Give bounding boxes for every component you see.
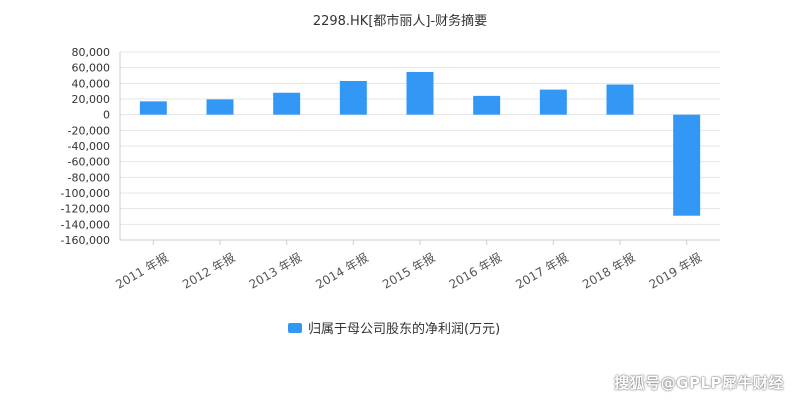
x-tick-label: 2015 年报 <box>379 250 437 292</box>
bar[interactable] <box>539 89 567 115</box>
y-tick-label: 20,000 <box>72 93 111 106</box>
y-tick-label: -100,000 <box>61 187 110 200</box>
y-tick-label: 0 <box>103 109 110 122</box>
bar[interactable] <box>406 71 434 115</box>
x-tick-label: 2017 年报 <box>513 250 571 292</box>
y-tick-label: -80,000 <box>68 171 110 184</box>
y-tick-label: -140,000 <box>61 218 110 231</box>
bar[interactable] <box>673 114 701 216</box>
y-tick-label: 80,000 <box>72 46 111 59</box>
bar[interactable] <box>206 99 234 115</box>
x-axis-ticks: 2011 年报 2012 年报 2013 年报 2014 年报 2015 年报 2016 … <box>113 240 704 292</box>
x-tick-label: 2011 年报 <box>113 250 171 292</box>
x-tick-label: 2016 年报 <box>446 250 504 292</box>
x-tick-label: 2012 年报 <box>179 250 237 292</box>
bar[interactable] <box>339 80 367 115</box>
x-tick-label: 2013 年报 <box>246 250 304 292</box>
y-axis-ticks: 80,000 60,000 40,000 20,000 0 -20,000 -40,000 -… <box>61 46 110 247</box>
y-tick-label: -40,000 <box>68 140 110 153</box>
x-tick-label: 2019 年报 <box>646 250 704 292</box>
legend[interactable]: 归属于母公司股东的净利润(万元) <box>288 318 500 337</box>
x-tick-label: 2018 年报 <box>579 250 637 292</box>
y-tick-label: -120,000 <box>61 203 110 216</box>
watermark: 搜狐号@GPLP犀牛财经 <box>614 374 784 392</box>
x-tick-label: 2014 年报 <box>313 250 371 292</box>
bar[interactable] <box>473 95 501 115</box>
bars <box>139 71 701 216</box>
bar[interactable] <box>273 92 301 115</box>
legend-label: 归属于母公司股东的净利润(万元) <box>308 322 501 337</box>
y-tick-label: 40,000 <box>72 77 111 90</box>
bar[interactable] <box>139 101 167 115</box>
y-tick-label: 60,000 <box>72 62 111 75</box>
y-tick-label: -60,000 <box>68 156 110 169</box>
y-tick-label: -160,000 <box>61 234 110 247</box>
bar[interactable] <box>606 84 634 115</box>
chart-title: 2298.HK[都市丽人]-财务摘要 <box>312 14 488 29</box>
legend-swatch <box>288 322 302 333</box>
y-tick-label: -20,000 <box>68 124 110 137</box>
